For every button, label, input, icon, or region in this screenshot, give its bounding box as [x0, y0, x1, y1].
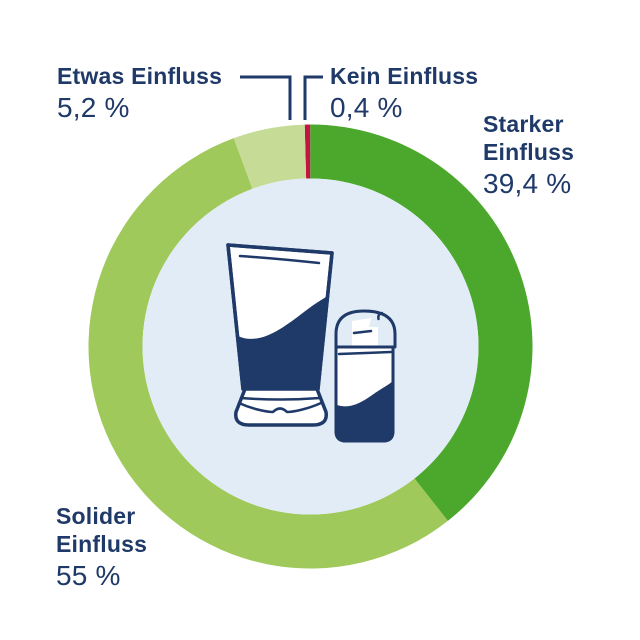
- tube-cap-wavy-line: [237, 401, 323, 414]
- slice-value: 0,4 %: [330, 92, 403, 123]
- tube-cap-line: [239, 396, 322, 401]
- slice-value: 55 %: [56, 560, 121, 591]
- label-etwas-einfluss: Etwas Einfluss 5,2 %: [57, 62, 222, 123]
- products-illustration: [226, 243, 397, 443]
- tube-dark-fill: [237, 296, 328, 389]
- dispenser-dome-mark: [377, 311, 384, 321]
- label-solider-einfluss: Solider Einfluss 55 %: [56, 502, 161, 591]
- tube-crimp-line: [238, 254, 321, 265]
- slice-value: 39,4 %: [483, 168, 572, 199]
- slice-label: Solider Einfluss: [56, 503, 148, 557]
- label-kein-einfluss: Kein Einfluss 0,4 %: [330, 62, 478, 123]
- leader-line-kein: [303, 75, 323, 120]
- label-starker-einfluss: Starker Einfluss 39,4 %: [483, 110, 588, 199]
- dispenser-pump-line: [352, 329, 373, 335]
- donut-slice-solider-einfluss: [88, 138, 448, 569]
- slice-label: Etwas Einfluss: [57, 63, 223, 89]
- donut-slice-starker-einfluss: [310, 124, 533, 521]
- dispenser-outline: [334, 345, 395, 443]
- dispenser-shoulder-line: [337, 350, 393, 356]
- slice-label: Starker Einfluss: [483, 111, 575, 165]
- donut-ring: [88, 124, 533, 569]
- dispenser-dark-fill: [337, 382, 392, 440]
- leader-line-etwas: [240, 75, 292, 120]
- dispenser-dome: [334, 309, 397, 349]
- slice-value: 5,2 %: [57, 92, 130, 123]
- donut-slice-etwas-einfluss: [233, 124, 307, 189]
- donut-slice-kein-einfluss: [304, 124, 311, 179]
- slice-label: Kein Einfluss: [330, 63, 479, 89]
